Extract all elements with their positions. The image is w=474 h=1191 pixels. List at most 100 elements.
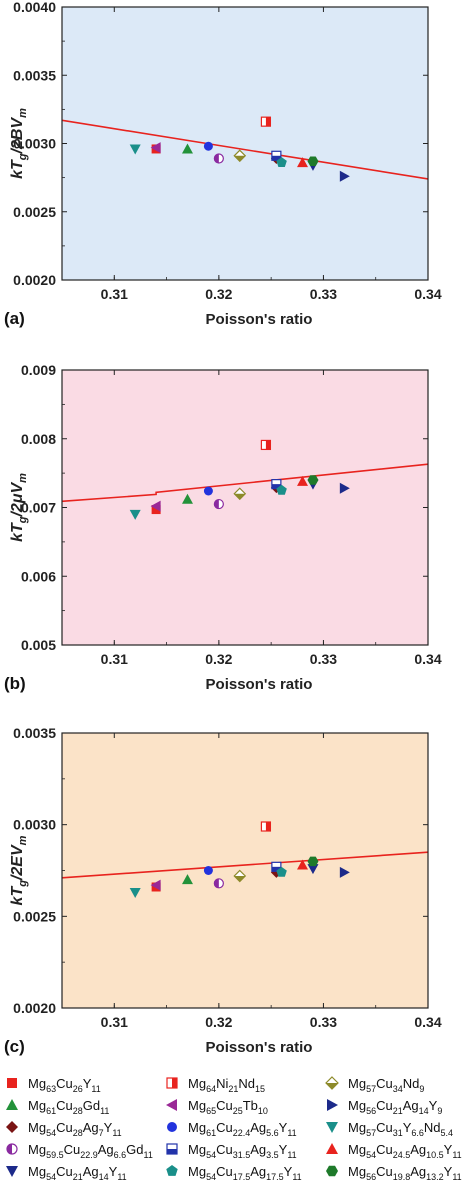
data-point — [129, 144, 141, 155]
x-axis-label: Poisson's ratio — [206, 1039, 313, 1056]
data-point — [181, 493, 193, 504]
data-point — [307, 156, 319, 167]
legend-marker — [6, 1143, 18, 1155]
legend-label: Mg61Cu22.4Ag5.6Y11 — [188, 1120, 297, 1138]
data-point — [150, 879, 161, 891]
data-point — [260, 116, 272, 127]
legend-item: Mg57Cu34Nd9 — [325, 1076, 424, 1094]
legend-item: Mg54Cu31.5Ag3.5Y11 — [166, 1142, 297, 1160]
y-tick-label: 0.0035 — [13, 67, 56, 83]
x-tick-label: 0.32 — [205, 1014, 232, 1030]
fit-line — [62, 463, 428, 503]
data-point — [150, 500, 161, 512]
legend-item: Mg63Cu26Y11 — [7, 1076, 101, 1094]
legend-label: Mg65Cu25Tb10 — [188, 1098, 268, 1116]
legend-label: Mg54Cu17.5Ag17.5Y11 — [188, 1164, 302, 1182]
x-tick-label: 0.34 — [414, 286, 441, 302]
legend-label: Mg57Cu31Y6.6Nd5.4 — [348, 1120, 453, 1138]
data-point — [297, 157, 309, 168]
data-point — [307, 475, 319, 485]
data-point — [233, 149, 247, 163]
panel-label: (b) — [4, 674, 26, 693]
plot-area — [62, 370, 428, 645]
legend-item: Mg54Cu17.5Ag17.5Y11 — [166, 1164, 302, 1182]
x-tick-label: 0.31 — [101, 651, 128, 667]
plot-area — [62, 7, 428, 280]
data-point — [203, 486, 213, 496]
x-tick-label: 0.32 — [205, 651, 232, 667]
y-axis-label: kTg/2EVm — [9, 835, 29, 905]
data-point — [151, 505, 161, 515]
legend-label: Mg59.5Cu22.9Ag6.6Gd11 — [28, 1142, 153, 1160]
y-axis-label: kTg/2BVm — [9, 108, 29, 179]
legend-marker — [166, 1099, 177, 1111]
x-axis-label: Poisson's ratio — [206, 311, 313, 328]
y-tick-label: 0.0030 — [13, 136, 56, 152]
data-point — [213, 153, 224, 164]
chart-panel-1: 0.31 0.32 0.33 0.34 0.0020 0.0025 0.0030 0.0035… — [4, 0, 442, 328]
data-point — [297, 475, 309, 486]
legend-marker — [166, 1143, 178, 1155]
legend-label: Mg56Cu21Ag14Y9 — [348, 1098, 442, 1116]
plot-area — [62, 733, 428, 1008]
y-tick-label: 0.007 — [21, 500, 56, 516]
data-point — [307, 856, 319, 867]
chart-panel-3: 0.31 0.32 0.33 0.34 0.0020 0.0025 0.0030 0.0035… — [4, 725, 442, 1056]
legend-label: Mg61Cu28Gd11 — [28, 1098, 109, 1116]
data-point — [339, 170, 350, 182]
y-tick-label: 0.008 — [21, 431, 56, 447]
legend-marker — [166, 1077, 178, 1089]
x-tick-label: 0.33 — [310, 286, 337, 302]
data-point — [181, 143, 193, 154]
x-tick-label: 0.31 — [101, 1014, 128, 1030]
y-tick-label: 0.0040 — [13, 0, 56, 15]
legend-marker — [6, 1166, 18, 1177]
data-point — [297, 859, 309, 870]
legend-item: Mg56Cu21Ag14Y9 — [327, 1098, 442, 1116]
panel-label: (c) — [4, 1037, 25, 1056]
data-point — [276, 157, 287, 168]
legend-marker — [7, 1078, 17, 1088]
x-axis-label: Poisson's ratio — [206, 676, 313, 693]
data-point — [203, 866, 213, 875]
legend-item: Mg57Cu31Y6.6Nd5.4 — [326, 1120, 453, 1138]
data-point — [129, 509, 141, 520]
data-point — [213, 878, 224, 889]
legend-marker — [325, 1076, 339, 1090]
y-tick-label: 0.0035 — [13, 725, 56, 741]
y-tick-label: 0.005 — [21, 637, 56, 653]
x-tick-label: 0.34 — [414, 1014, 441, 1030]
data-point — [181, 874, 193, 885]
fit-line — [62, 119, 428, 180]
legend-marker — [167, 1122, 177, 1132]
legend-item: Mg54Cu28Ag7Y11 — [6, 1120, 122, 1138]
panel-label: (a) — [4, 309, 25, 328]
legend-item: Mg61Cu28Gd11 — [6, 1098, 109, 1116]
x-tick-label: 0.33 — [310, 651, 337, 667]
legend-item: Mg65Cu25Tb10 — [166, 1098, 268, 1116]
data-point — [150, 142, 161, 154]
data-point — [276, 866, 287, 877]
y-tick-label: 0.0025 — [13, 204, 56, 220]
legend-label: Mg64Ni21Nd15 — [188, 1076, 265, 1094]
y-tick-label: 0.0020 — [13, 1000, 56, 1016]
legend-item: Mg54Cu24.5Ag10.5Y11 — [326, 1142, 462, 1160]
x-tick-label: 0.34 — [414, 651, 441, 667]
y-tick-label: 0.0030 — [13, 817, 56, 833]
legend-item: Mg59.5Cu22.9Ag6.6Gd11 — [6, 1142, 153, 1160]
y-axis-label: kTg/2μVm — [9, 473, 29, 542]
data-point — [307, 864, 319, 875]
y-tick-label: 0.009 — [21, 362, 56, 378]
legend-marker — [6, 1121, 18, 1133]
legend: Mg63Cu26Y11 Mg64Ni21Nd15 Mg57Cu34Nd9 Mg61Cu… — [6, 1076, 462, 1182]
legend-marker — [326, 1165, 338, 1177]
data-point — [339, 866, 350, 878]
x-tick-label: 0.31 — [101, 286, 128, 302]
data-point — [339, 482, 350, 494]
data-point — [260, 821, 272, 832]
y-tick-label: 0.006 — [21, 568, 56, 584]
legend-item: Mg64Ni21Nd15 — [166, 1076, 265, 1094]
legend-marker — [166, 1165, 178, 1176]
data-point — [276, 484, 287, 495]
